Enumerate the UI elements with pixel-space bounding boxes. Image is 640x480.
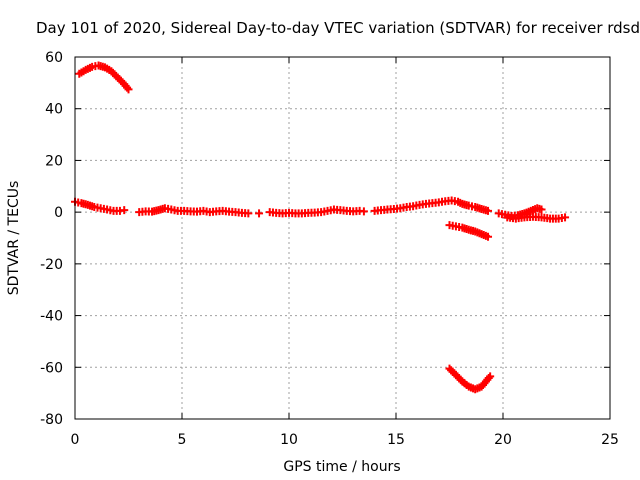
data-marker-main-trace [88,202,97,211]
data-marker-late-trace [524,207,533,216]
data-marker-main-trace [74,198,83,207]
data-marker-main-trace [99,204,108,213]
data-layer [71,61,570,394]
data-marker-high-arc [117,76,126,85]
x-tick-label-20: 20 [494,432,512,448]
data-marker-main-trace [112,206,121,215]
series-late-trace [494,204,570,223]
y-tick-label--40: -40 [40,309,63,325]
data-marker-main-trace [81,200,90,209]
data-marker-main-trace [352,207,361,216]
data-marker-low-arc [448,367,457,376]
data-marker-main-trace [93,203,102,212]
data-marker-late-trace [557,213,566,222]
tick-layer: 0 5 10 15 20 25 -80 -60 -40 -20 0 20 40 60 [40,50,619,448]
y-tick-label-20: 20 [45,153,63,169]
data-marker-main-trace [320,207,329,216]
series-low-arc [445,364,495,394]
data-point-main-trace-27 [255,209,264,218]
data-marker-main-trace [152,206,161,215]
data-marker-mid-negative-trace [475,229,484,238]
data-marker-main-trace [164,204,173,213]
x-tick-label-5: 5 [178,432,187,448]
data-marker-main-trace [456,198,465,207]
y-tick-label--60: -60 [40,360,63,376]
data-marker-high-arc [79,67,88,76]
y-tick-label--20: -20 [40,257,63,273]
x-tick-label-10: 10 [280,432,298,448]
data-marker-main-trace [405,202,414,211]
y-tick-label-60: 60 [45,50,63,66]
data-marker-main-trace [475,204,484,213]
data-marker-mid-negative-trace [462,225,471,234]
data-marker-main-trace [412,201,421,210]
data-marker-main-trace [462,201,471,210]
data-marker-main-trace [241,209,250,218]
y-tick-label--80: -80 [40,412,63,428]
data-marker-main-trace [399,203,408,212]
x-tick-label-25: 25 [601,432,619,448]
series-mid-negative-trace [445,221,493,241]
data-marker-main-trace [467,202,476,211]
data-marker-low-arc [455,374,464,383]
series-high-arc [75,61,133,94]
data-marker-high-arc [85,63,94,72]
data-marker-high-arc [123,83,132,92]
grid-layer [75,57,610,419]
data-marker-high-arc [110,70,119,79]
data-marker-main-trace [393,204,402,213]
y-axis-label: SDTVAR / TECUs [6,181,22,296]
data-marker-low-arc [462,380,471,389]
data-marker-late-trace [535,204,544,213]
data-marker-mid-negative-trace [448,221,457,230]
data-marker-main-trace [481,206,490,215]
data-marker-mid-negative-trace [455,223,464,232]
data-point-main-trace-8 [120,206,129,215]
data-marker-mid-negative-trace [481,231,490,240]
series-main-trace [71,196,493,218]
y-tick-label-40: 40 [45,102,63,118]
data-marker-main-trace [450,197,459,206]
data-marker-low-arc [484,374,493,383]
data-point-main-trace-43 [359,207,368,216]
data-marker-mid-negative-trace [469,226,478,235]
x-axis-label: GPS time / hours [283,459,400,475]
data-marker-late-trace [497,210,506,219]
chart-title: Day 101 of 2020, Sidereal Day-to-day VTE… [36,19,640,37]
x-tick-label-0: 0 [71,432,80,448]
x-tick-label-15: 15 [387,432,405,448]
data-marker-high-arc [98,62,107,71]
plot-frame [74,56,611,420]
y-tick-label-0: 0 [54,205,63,221]
